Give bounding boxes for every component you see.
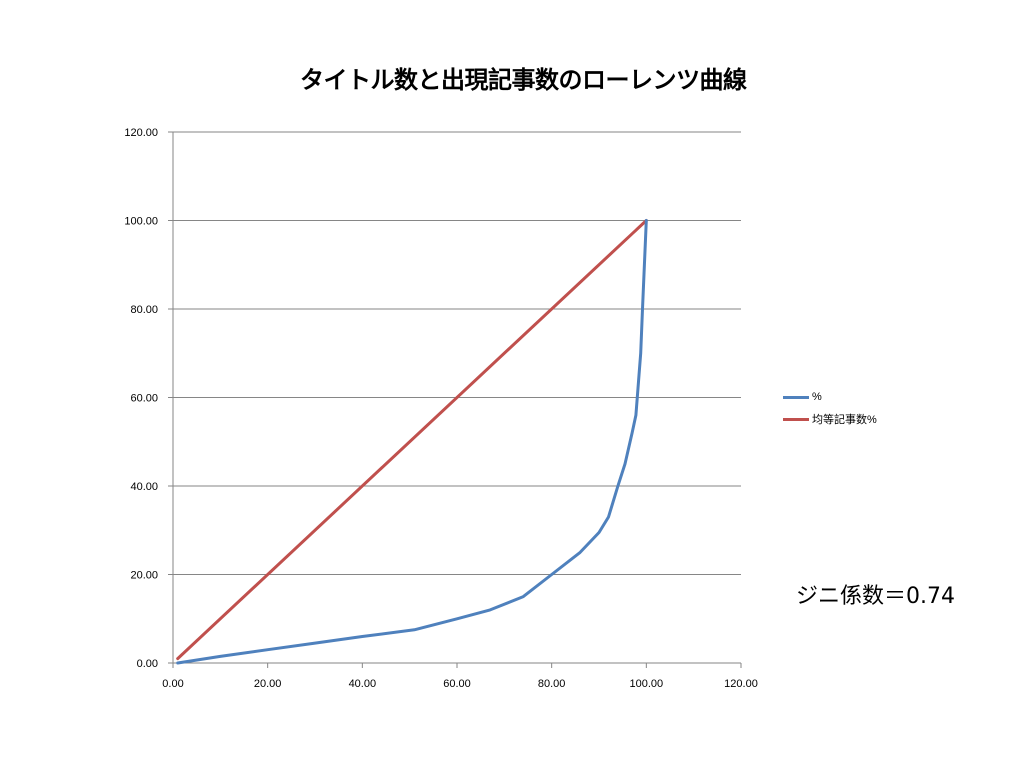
series-line-1 bbox=[176, 219, 648, 661]
legend-swatch-percent bbox=[783, 395, 809, 399]
x-tick-label-5: 100.00 bbox=[630, 678, 664, 690]
y-tick-label-6: 120.00 bbox=[124, 127, 158, 139]
legend-label-equal: 均等記事数% bbox=[812, 414, 877, 426]
y-tick-label-5: 100.00 bbox=[124, 216, 158, 228]
y-tick-label-1: 20.00 bbox=[130, 570, 158, 582]
x-tick-label-0: 0.00 bbox=[162, 678, 183, 690]
legend-item-percent: % bbox=[783, 386, 877, 408]
axes bbox=[168, 131, 742, 668]
chart-title: タイトル数と出現記事数のローレンツ曲線 bbox=[300, 66, 747, 94]
series-line-0 bbox=[176, 219, 648, 665]
legend-label-percent: % bbox=[812, 391, 822, 403]
tick-labels: 0.00 20.00 40.00 60.00 80.00 100.00 120.00 0.00… bbox=[124, 127, 757, 690]
y-tick-label-0: 0.00 bbox=[137, 658, 158, 670]
series-lines bbox=[176, 219, 648, 665]
legend-item-equal: 均等記事数% bbox=[783, 408, 877, 430]
x-tick-label-2: 40.00 bbox=[349, 678, 377, 690]
gini-coefficient-annotation: ジニ係数＝0.74 bbox=[796, 584, 955, 609]
y-tick-label-4: 80.00 bbox=[130, 304, 158, 316]
x-tick-label-4: 80.00 bbox=[538, 678, 566, 690]
x-tick-label-3: 60.00 bbox=[443, 678, 471, 690]
x-tick-label-6: 120.00 bbox=[724, 678, 758, 690]
grid-lines bbox=[173, 131, 741, 575]
legend: % 均等記事数% bbox=[783, 386, 877, 430]
x-tick-label-1: 20.00 bbox=[254, 678, 282, 690]
y-tick-label-2: 40.00 bbox=[130, 481, 158, 493]
y-tick-label-3: 60.00 bbox=[130, 393, 158, 405]
legend-swatch-equal bbox=[783, 417, 809, 421]
